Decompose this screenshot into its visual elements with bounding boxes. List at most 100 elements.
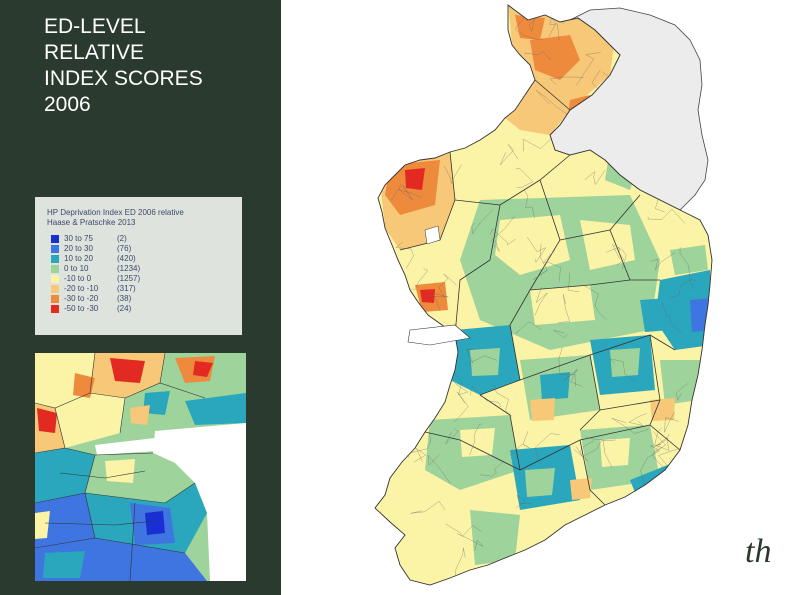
county-boundary: [454, 154, 571, 206]
legend-swatch: [51, 245, 59, 253]
inset-water: [153, 423, 246, 581]
legend-title-line-2: Haase & Pratschke 2013: [47, 218, 136, 227]
map-title: ED-LEVEL RELATIVE INDEX SCORES 2006: [44, 14, 203, 118]
inset-region: [35, 511, 50, 539]
legend-count: (38): [117, 294, 132, 303]
ed-boundary: [433, 19, 446, 40]
th-logo: th: [745, 533, 771, 570]
legend-range: -50 to -30: [64, 304, 99, 313]
county-boundary: [509, 179, 561, 326]
ed-boundary: [515, 321, 542, 334]
legend-swatch: [51, 275, 59, 283]
ed-boundary: [533, 243, 548, 281]
ed-boundary: [662, 477, 676, 489]
map-region: [690, 298, 712, 332]
legend-title: HP Deprivation Index ED 2006 relative Ha…: [47, 208, 184, 228]
ed-boundary: [445, 428, 459, 445]
ed-boundary: [582, 537, 607, 548]
ed-boundary: [473, 66, 503, 95]
legend-swatch: [51, 285, 59, 293]
map-region: [660, 360, 700, 405]
ed-boundary: [410, 501, 446, 514]
ed-boundary: [414, 396, 429, 426]
ed-boundary: [398, 183, 414, 201]
inset-boundary: [129, 502, 136, 581]
ed-boundary: [420, 139, 445, 149]
map-region: [640, 298, 672, 332]
ed-boundary: [567, 272, 580, 293]
legend-range: -20 to -10: [64, 284, 99, 293]
ed-boundary: [479, 460, 505, 477]
ed-boundary: [407, 97, 443, 107]
ed-boundary: [438, 273, 457, 299]
legend-swatch: [51, 265, 59, 273]
ed-boundary: [456, 533, 484, 551]
map-region: [650, 398, 675, 421]
county-boundary: [424, 431, 521, 471]
ed-boundary: [616, 525, 632, 545]
ed-boundary: [535, 90, 570, 116]
map-region: [610, 348, 640, 377]
ed-boundary: [524, 51, 551, 61]
legend-count: (1257): [117, 274, 141, 283]
ed-boundary: [563, 369, 583, 387]
ed-boundary: [464, 49, 495, 70]
legend-range: 20 to 30: [64, 244, 93, 253]
ed-boundary: [576, 52, 601, 85]
ed-boundary: [700, 11, 712, 32]
ed-boundary: [557, 294, 570, 323]
map-region: [470, 348, 500, 376]
ed-boundary: [396, 90, 405, 128]
legend-count: (1234): [117, 264, 141, 273]
ed-boundary: [647, 209, 686, 224]
legend-range: 0 to 10: [64, 264, 89, 273]
inset-region: [110, 358, 145, 383]
inset-boundary: [35, 382, 206, 409]
ed-boundary: [445, 523, 482, 537]
legend-swatch: [51, 255, 59, 263]
ed-boundary: [535, 433, 560, 464]
ed-boundary: [484, 53, 504, 75]
map-region: [420, 289, 435, 303]
ed-boundary: [515, 168, 534, 188]
legend-title-line-1: HP Deprivation Index ED 2006 relative: [47, 208, 184, 217]
inset-region: [145, 511, 165, 535]
ed-boundary: [676, 383, 689, 401]
ireland-map: [374, 4, 713, 586]
inset-boundary: [94, 537, 186, 554]
ed-boundary: [650, 431, 666, 453]
inset-region: [185, 393, 246, 425]
map-region: [570, 478, 592, 500]
title-line-3: INDEX SCORES: [44, 67, 203, 90]
legend-count: (317): [117, 284, 136, 293]
ed-boundary: [587, 514, 603, 534]
ed-boundary: [396, 18, 408, 45]
map-region: [460, 428, 495, 457]
ed-boundary: [628, 413, 647, 426]
ed-boundary: [576, 439, 616, 457]
inset-boundary: [59, 470, 146, 479]
ed-boundary: [452, 49, 473, 81]
sidebar-panel: ED-LEVEL RELATIVE INDEX SCORES 2006 HP D…: [0, 0, 281, 595]
ed-boundary: [450, 367, 468, 396]
ed-boundary: [375, 213, 376, 240]
logo-text: th: [745, 533, 771, 570]
ed-boundary: [453, 391, 469, 422]
legend-count: (24): [117, 304, 132, 313]
ed-boundary: [609, 358, 636, 383]
ed-boundary: [516, 494, 532, 508]
ed-boundary: [490, 215, 516, 252]
ed-boundary: [584, 285, 607, 321]
map-legend: HP Deprivation Index ED 2006 relative Ha…: [35, 197, 242, 335]
legend-range: 10 to 20: [64, 254, 93, 263]
ed-boundary: [375, 293, 381, 310]
ed-boundary: [654, 427, 670, 451]
ed-boundary: [584, 170, 606, 185]
county-boundary: [399, 151, 456, 251]
ed-boundary: [443, 164, 462, 185]
ed-boundary: [612, 244, 627, 270]
ed-boundary: [388, 104, 412, 130]
ed-boundary: [611, 418, 649, 434]
ed-boundary: [427, 357, 442, 371]
dublin-inset-map: [35, 353, 246, 581]
